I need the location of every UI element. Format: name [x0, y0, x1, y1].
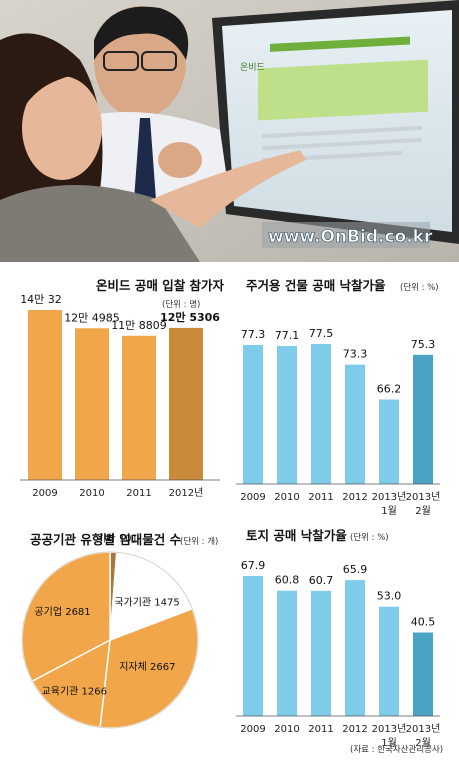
residential-category-label-5: 2013년: [406, 491, 441, 503]
residential-category-label-4: 2013년: [372, 491, 407, 503]
monitor: 온비드: [212, 0, 459, 244]
man: [70, 6, 230, 200]
land-bar-1: [277, 590, 297, 716]
participants-bar-3: [169, 327, 203, 480]
residential-category-label-5-line2: 2월: [415, 505, 431, 517]
land-unit: (단위 : %): [350, 532, 389, 543]
participants-chart: 온비드 공매 입찰 참가자 (단위 : 명) 14만 32 2009 12만 498…: [20, 278, 225, 499]
land-bar-4: [379, 606, 399, 716]
participants-unit: (단위 : 명): [162, 299, 200, 310]
land-category-label-5: 2013년: [406, 723, 441, 735]
residential-bar-2: [311, 344, 331, 484]
land-value-label-1: 60.8: [275, 574, 300, 587]
participants-bar-2: [122, 335, 156, 480]
participants-title: 온비드 공매 입찰 참가자: [96, 278, 225, 293]
residential-value-label-0: 77.3: [241, 328, 266, 341]
land-title: 토지 공매 낙찰가율: [246, 528, 347, 543]
land-bar-5: [413, 632, 433, 716]
rental-unit: (단위 : 개): [180, 536, 218, 547]
land-value-label-0: 67.9: [241, 559, 266, 572]
land-category-label-1: 2010: [274, 724, 299, 735]
residential-bar-1: [277, 345, 297, 484]
residential-bar-3: [345, 364, 365, 484]
land-value-label-4: 53.0: [377, 590, 402, 603]
photo-of-two-people-at-computer: 온비드 www.OnBid.co.kr: [0, 0, 459, 262]
participants-bar-1: [75, 328, 109, 480]
source-note: (자료 : 한국자산관리공사): [350, 744, 443, 755]
rental-chart: 공공기관 유형별 임대물건 수 (단위 : 개) 기타 101 국가기관 1475…: [21, 532, 218, 729]
site-url-text: www.OnBid.co.kr: [268, 227, 433, 247]
browser-logo: 온비드: [240, 62, 265, 73]
participants-value-label-3: 12만 5306: [160, 310, 220, 324]
participants-category-label-0: 2009: [32, 488, 57, 499]
participants-category-label-3: 2012년: [169, 487, 204, 499]
rental-slice-label-2: 지자체 2667: [119, 661, 175, 673]
residential-chart: 주거용 건물 공매 낙찰가율 (단위 : %) 77.3 2009 77.1 2010…: [236, 278, 440, 517]
land-value-label-3: 65.9: [343, 563, 368, 576]
residential-bar-4: [379, 399, 399, 484]
participants-value-label-2: 11만 8809: [111, 319, 167, 332]
residential-category-label-3: 2012: [342, 492, 367, 503]
rental-pie-outline: [21, 551, 199, 729]
residential-category-label-0: 2009: [240, 492, 265, 503]
rental-slice-label-4: 공기업 2681: [34, 605, 90, 618]
rental-slice-label-1: 국가기관 1475: [114, 596, 179, 608]
land-category-label-2: 2011: [308, 724, 333, 735]
residential-category-label-4-line2: 1월: [381, 505, 397, 517]
residential-unit: (단위 : %): [400, 282, 439, 293]
land-chart: 토지 공매 낙찰가율 (단위 : %) 67.9 2009 60.8 2010 60.7…: [236, 528, 440, 749]
residential-value-label-3: 73.3: [343, 348, 368, 361]
land-category-label-5-line2: 2월: [415, 737, 431, 749]
residential-category-label-1: 2010: [274, 492, 299, 503]
land-category-label-3: 2012: [342, 724, 367, 735]
woman: [0, 33, 306, 262]
residential-value-label-5: 75.3: [411, 338, 436, 351]
participants-bar-0: [28, 310, 62, 480]
participants-value-label-1: 12만 4985: [64, 311, 120, 324]
residential-value-label-2: 77.5: [309, 327, 334, 340]
residential-category-label-2: 2011: [308, 492, 333, 503]
land-category-label-4: 2013년: [372, 723, 407, 735]
rental-slice-label-3: 교육기관 1266: [42, 685, 107, 697]
land-bar-3: [345, 580, 365, 716]
land-value-label-2: 60.7: [309, 574, 334, 587]
residential-title: 주거용 건물 공매 낙찰가율: [246, 278, 386, 293]
participants-category-label-1: 2010: [79, 488, 104, 499]
land-category-label-0: 2009: [240, 724, 265, 735]
residential-bar-5: [413, 354, 433, 484]
rental-slice-label-0: 기타 101: [97, 533, 138, 545]
rental-title: 공공기관 유형별 임대물건 수: [30, 532, 182, 547]
land-category-label-4-line2: 1월: [381, 737, 397, 749]
residential-value-label-4: 66.2: [377, 383, 402, 396]
participants-value-label-0: 14만 32: [20, 293, 62, 306]
residential-bar-0: [243, 344, 263, 484]
land-value-label-5: 40.5: [411, 615, 436, 628]
land-bar-0: [243, 576, 263, 716]
participants-category-label-2: 2011: [126, 488, 151, 499]
residential-value-label-1: 77.1: [275, 329, 300, 342]
land-bar-2: [311, 590, 331, 716]
